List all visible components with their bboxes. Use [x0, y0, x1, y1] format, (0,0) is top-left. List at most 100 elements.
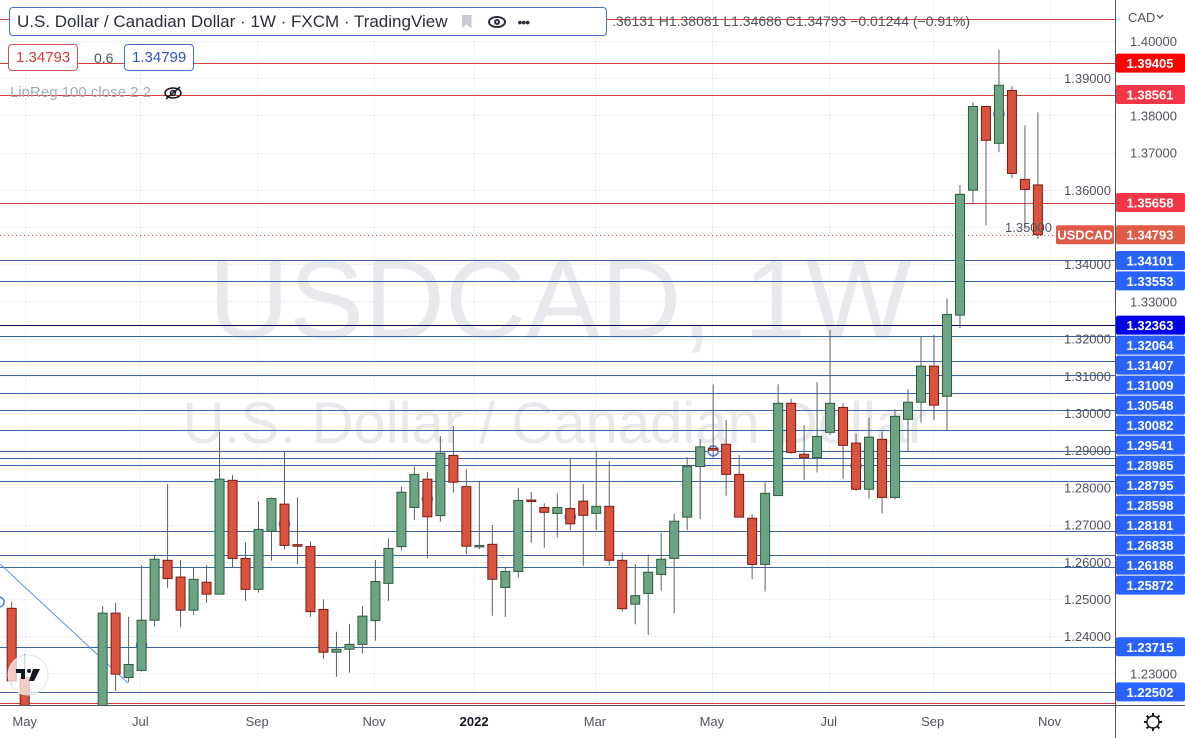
candle-up	[253, 528, 264, 590]
candle-down	[110, 612, 121, 675]
candle-down	[747, 517, 758, 565]
level-price-tag-bg	[1116, 435, 1185, 455]
candle-down	[201, 581, 212, 595]
candle-down	[526, 499, 537, 503]
candle-up	[993, 84, 1004, 144]
price-tick-label: 1.40000	[1130, 34, 1177, 49]
candle-up	[123, 663, 134, 678]
level-price-tag-bg	[1116, 53, 1185, 73]
price-tick-label: 1.30000	[1064, 406, 1111, 421]
level-price-tag: 1.26838	[1127, 538, 1174, 553]
eye-crossed-icon[interactable]	[163, 85, 183, 100]
candle-up	[513, 499, 524, 572]
candle-down	[980, 105, 991, 141]
time-tick-label: Mar	[584, 714, 607, 729]
candle-up	[916, 365, 926, 403]
price-tick-label: 1.28000	[1064, 480, 1111, 495]
candle-down	[617, 559, 628, 610]
level-price-tag-bg	[1116, 555, 1185, 575]
level-price-tag-bg	[1116, 250, 1185, 270]
price-tick-label: 1.36000	[1064, 183, 1111, 198]
level-price-tag: 1.22502	[1127, 685, 1174, 700]
level-price-tag: 1.28181	[1127, 518, 1174, 533]
candle-up	[149, 558, 160, 621]
candle-down	[786, 402, 797, 453]
candle-down	[305, 546, 316, 613]
time-tick-label: Jul	[820, 714, 837, 729]
time-tick-label: 2022	[460, 714, 489, 729]
candle-up	[967, 105, 978, 191]
candle-down	[175, 576, 186, 611]
level-price-tag: 1.25872	[1127, 578, 1174, 593]
time-axis-ticks: May Jul Sep Nov 2022 Mar May Jul Sep Nov	[12, 714, 1061, 729]
level-price-tag-bg	[1116, 355, 1185, 375]
sell-price-button[interactable]: 1.34793	[8, 44, 79, 71]
candle-down	[565, 508, 576, 525]
candle-down	[877, 438, 888, 498]
level-price-tag: 1.29541	[1127, 438, 1174, 453]
level-price-tag-bg	[1116, 315, 1185, 335]
level-price-tag-bg	[1116, 415, 1185, 435]
level-price-tag: 1.33553	[1127, 274, 1174, 289]
level-price-tag-bg	[1116, 193, 1185, 213]
eye-icon[interactable]	[487, 15, 506, 28]
indicator-label: LinReg 100 close 2 2	[10, 84, 151, 101]
symbol-title: U.S. Dollar / Canadian Dollar · 1W · FXC…	[17, 11, 448, 31]
time-tick-label: Sep	[921, 714, 944, 729]
candle-up	[591, 505, 602, 514]
level-price-tag: 1.31009	[1127, 378, 1174, 393]
level-price-tag: 1.32064	[1127, 338, 1175, 353]
price-tick-label: 1.38000	[1130, 108, 1177, 123]
time-axis[interactable]	[0, 705, 1115, 738]
level-price-tag: 1.30548	[1127, 398, 1174, 413]
symbol-legend[interactable]: U.S. Dollar / Canadian Dollar · 1W · FXC…	[9, 7, 607, 36]
candle-up	[941, 313, 952, 397]
level-price-tag: 1.23715	[1127, 640, 1174, 655]
gear-icon[interactable]	[1144, 713, 1162, 731]
candle-up	[188, 578, 199, 611]
currency-selector[interactable]: CAD	[1128, 10, 1155, 25]
tradingview-logo[interactable]	[7, 654, 49, 696]
time-tick-label: Sep	[246, 714, 269, 729]
price-tick-label: 1.23000	[1130, 666, 1177, 681]
time-tick-label: Jul	[132, 714, 149, 729]
time-tick-label: Nov	[363, 714, 387, 729]
buy-price-button[interactable]: 1.34799	[124, 44, 195, 71]
candle-up	[552, 506, 563, 514]
candle-up	[266, 498, 277, 532]
candle-up	[760, 492, 771, 565]
last-price-tag: 1.34793	[1127, 228, 1174, 243]
candle-down	[604, 505, 615, 561]
level-price-tag: 1.39405	[1127, 56, 1174, 71]
candle-up	[643, 571, 654, 594]
candle-up	[357, 615, 368, 645]
candle-down	[240, 557, 251, 590]
candle-up	[396, 491, 407, 548]
candle-down	[227, 479, 238, 559]
flag-icon[interactable]	[461, 14, 472, 29]
candle-down	[838, 406, 849, 446]
price-tick-label: 1.27000	[1064, 518, 1111, 533]
indicator-legend[interactable]: LinReg 100 close 2 2	[10, 84, 183, 101]
level-price-tag: 1.38561	[1127, 88, 1174, 103]
candle-up	[954, 193, 965, 316]
level-price-tag-bg	[1116, 495, 1185, 515]
level-price-tag-bg	[1116, 395, 1185, 415]
level-price-tag-bg	[1116, 85, 1185, 105]
price-tick-label: 1.33000	[1130, 294, 1177, 309]
level-price-tag-bg	[1116, 335, 1185, 355]
candles	[6, 49, 1043, 738]
chevron-down-icon[interactable]	[1156, 14, 1164, 19]
more-icon[interactable]: •••	[517, 13, 531, 30]
level-price-tag-bg	[1116, 375, 1185, 395]
level-price-tag: 1.26188	[1127, 558, 1174, 573]
candle-up	[383, 547, 394, 584]
candle-up	[656, 558, 667, 575]
candle-up	[370, 581, 381, 622]
level-price-tag-bg	[1116, 575, 1185, 595]
candle-down	[1006, 89, 1017, 174]
candle-down	[734, 473, 745, 518]
level-price-tag: 1.30082	[1127, 418, 1174, 433]
watermark: USDCAD, 1W U.S. Dollar / Canadian Dollar	[183, 237, 928, 456]
